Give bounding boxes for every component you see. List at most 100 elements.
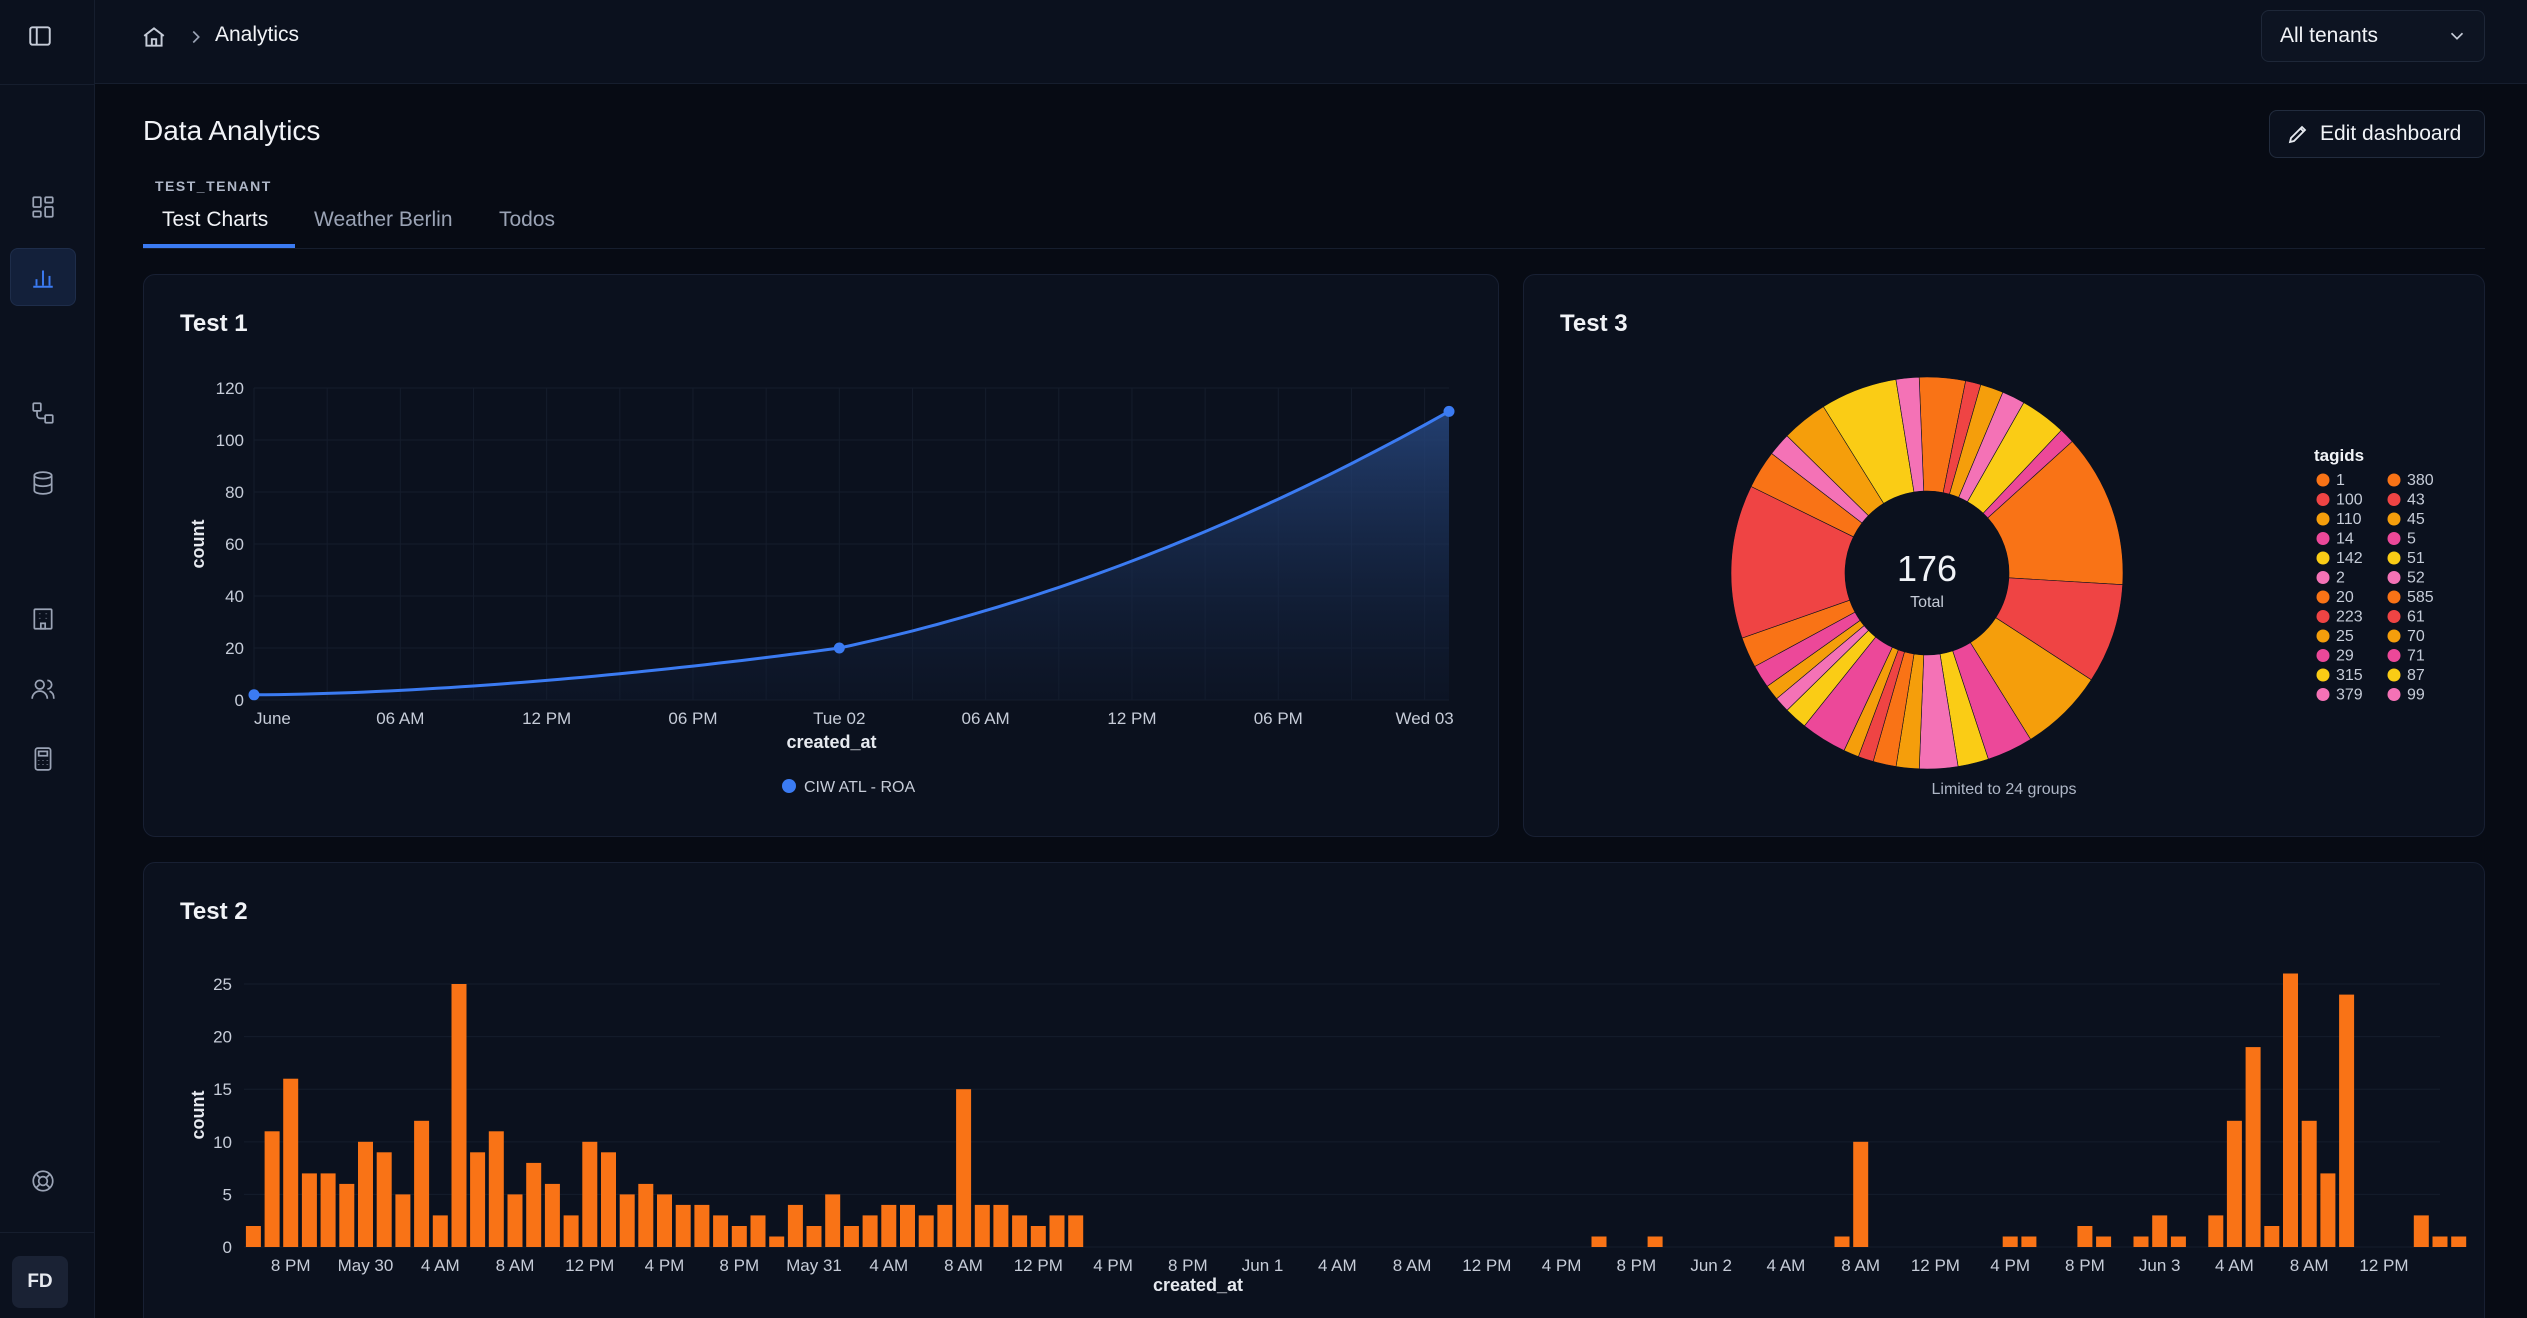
tab-todos[interactable]: Todos <box>499 208 556 231</box>
bar[interactable] <box>937 1204 953 1247</box>
legend-label[interactable]: 61 <box>2407 609 2425 626</box>
bar[interactable] <box>918 1215 934 1247</box>
bar[interactable] <box>1591 1236 1607 1248</box>
bar[interactable] <box>2152 1215 2168 1247</box>
bar[interactable] <box>2320 1173 2336 1247</box>
bar[interactable] <box>1012 1215 1028 1247</box>
bar[interactable] <box>563 1215 579 1247</box>
bar[interactable] <box>395 1194 411 1247</box>
bar[interactable] <box>675 1204 691 1247</box>
legend-label[interactable]: 99 <box>2407 687 2425 704</box>
data-point[interactable] <box>1443 405 1455 417</box>
bar[interactable] <box>862 1215 878 1247</box>
help-icon[interactable] <box>10 1152 76 1210</box>
bar[interactable] <box>2339 994 2355 1247</box>
legend-label[interactable]: 5 <box>2407 531 2416 548</box>
data-point[interactable] <box>248 689 260 701</box>
tab-weather-berlin[interactable]: Weather Berlin <box>314 208 453 231</box>
bar[interactable] <box>731 1226 747 1247</box>
legend-label[interactable]: 100 <box>2336 492 2363 509</box>
bar[interactable] <box>2432 1236 2448 1248</box>
legend-label[interactable]: 45 <box>2407 511 2425 528</box>
bar[interactable] <box>900 1204 915 1247</box>
bar[interactable] <box>2133 1236 2149 1248</box>
sidebar-toggle-icon[interactable] <box>24 20 56 52</box>
analytics-icon[interactable] <box>10 248 76 306</box>
bar[interactable] <box>787 1204 803 1247</box>
bar[interactable] <box>1853 1141 1869 1247</box>
legend-label[interactable]: 14 <box>2336 531 2354 548</box>
bar[interactable] <box>2264 1226 2280 1247</box>
bar[interactable] <box>1049 1215 1065 1247</box>
users-icon[interactable] <box>10 660 76 718</box>
legend-label[interactable]: 110 <box>2336 511 2362 528</box>
bar[interactable] <box>993 1204 1009 1247</box>
bar[interactable] <box>245 1226 261 1247</box>
user-avatar[interactable]: FD <box>12 1256 68 1308</box>
legend-label[interactable]: 52 <box>2407 570 2425 587</box>
legend-label[interactable]: 51 <box>2407 550 2425 567</box>
database-icon[interactable] <box>10 454 76 512</box>
tab-test-charts[interactable]: Test Charts <box>162 208 269 231</box>
bar[interactable] <box>806 1226 822 1247</box>
legend-label[interactable]: 585 <box>2407 589 2434 606</box>
legend-label[interactable]: 2 <box>2336 570 2345 587</box>
bar[interactable] <box>825 1194 841 1247</box>
legend-label[interactable]: 1 <box>2336 472 2345 489</box>
bar[interactable] <box>713 1215 729 1247</box>
legend-label[interactable]: 70 <box>2407 628 2425 645</box>
bar[interactable] <box>301 1173 317 1247</box>
bar[interactable] <box>1030 1226 1046 1247</box>
bar[interactable] <box>638 1183 654 1247</box>
bar[interactable] <box>2002 1236 2018 1248</box>
bar[interactable] <box>1068 1215 1084 1247</box>
bar[interactable] <box>956 1089 972 1247</box>
data-point[interactable] <box>833 642 845 654</box>
bar[interactable] <box>320 1173 336 1247</box>
bar[interactable] <box>2301 1120 2317 1247</box>
bar[interactable] <box>264 1131 280 1247</box>
bar[interactable] <box>974 1204 990 1247</box>
legend-label[interactable]: 25 <box>2336 628 2354 645</box>
bar[interactable] <box>582 1141 598 1247</box>
bar[interactable] <box>2245 1047 2261 1247</box>
bar[interactable] <box>2413 1215 2429 1247</box>
legend-label[interactable]: 20 <box>2336 589 2354 606</box>
legend-label[interactable]: 43 <box>2407 492 2425 509</box>
bar[interactable] <box>507 1194 523 1247</box>
bar[interactable] <box>657 1194 672 1247</box>
bar[interactable] <box>1834 1236 1850 1248</box>
bar[interactable] <box>843 1226 859 1247</box>
workflow-icon[interactable] <box>10 384 76 442</box>
bar[interactable] <box>2021 1236 2037 1248</box>
bar[interactable] <box>2096 1236 2112 1248</box>
bar[interactable] <box>2283 973 2298 1248</box>
bar[interactable] <box>488 1131 504 1247</box>
bar[interactable] <box>2451 1236 2467 1248</box>
legend-label[interactable]: 223 <box>2336 609 2363 626</box>
home-icon[interactable] <box>141 24 167 50</box>
bar[interactable] <box>339 1183 355 1247</box>
bar[interactable] <box>2170 1236 2186 1248</box>
bar[interactable] <box>358 1141 373 1247</box>
calculator-icon[interactable] <box>10 730 76 788</box>
bar[interactable] <box>432 1215 448 1247</box>
legend-label[interactable]: 380 <box>2407 472 2434 489</box>
building-icon[interactable] <box>10 590 76 648</box>
legend-label[interactable]: 71 <box>2407 648 2425 665</box>
edit-dashboard-button[interactable]: Edit dashboard <box>2269 110 2485 158</box>
legend-label[interactable]: 87 <box>2407 667 2425 684</box>
bar[interactable] <box>750 1215 766 1247</box>
bar[interactable] <box>601 1152 616 1247</box>
dashboard-icon[interactable] <box>10 178 76 236</box>
bar[interactable] <box>769 1236 785 1248</box>
bar[interactable] <box>619 1194 635 1247</box>
bar[interactable] <box>694 1204 710 1247</box>
bar[interactable] <box>414 1120 430 1247</box>
bar[interactable] <box>283 1078 299 1247</box>
bar[interactable] <box>881 1204 897 1247</box>
bar[interactable] <box>376 1152 392 1247</box>
legend-label[interactable]: 315 <box>2336 667 2363 684</box>
bar[interactable] <box>470 1152 486 1247</box>
bar[interactable] <box>1647 1236 1663 1248</box>
